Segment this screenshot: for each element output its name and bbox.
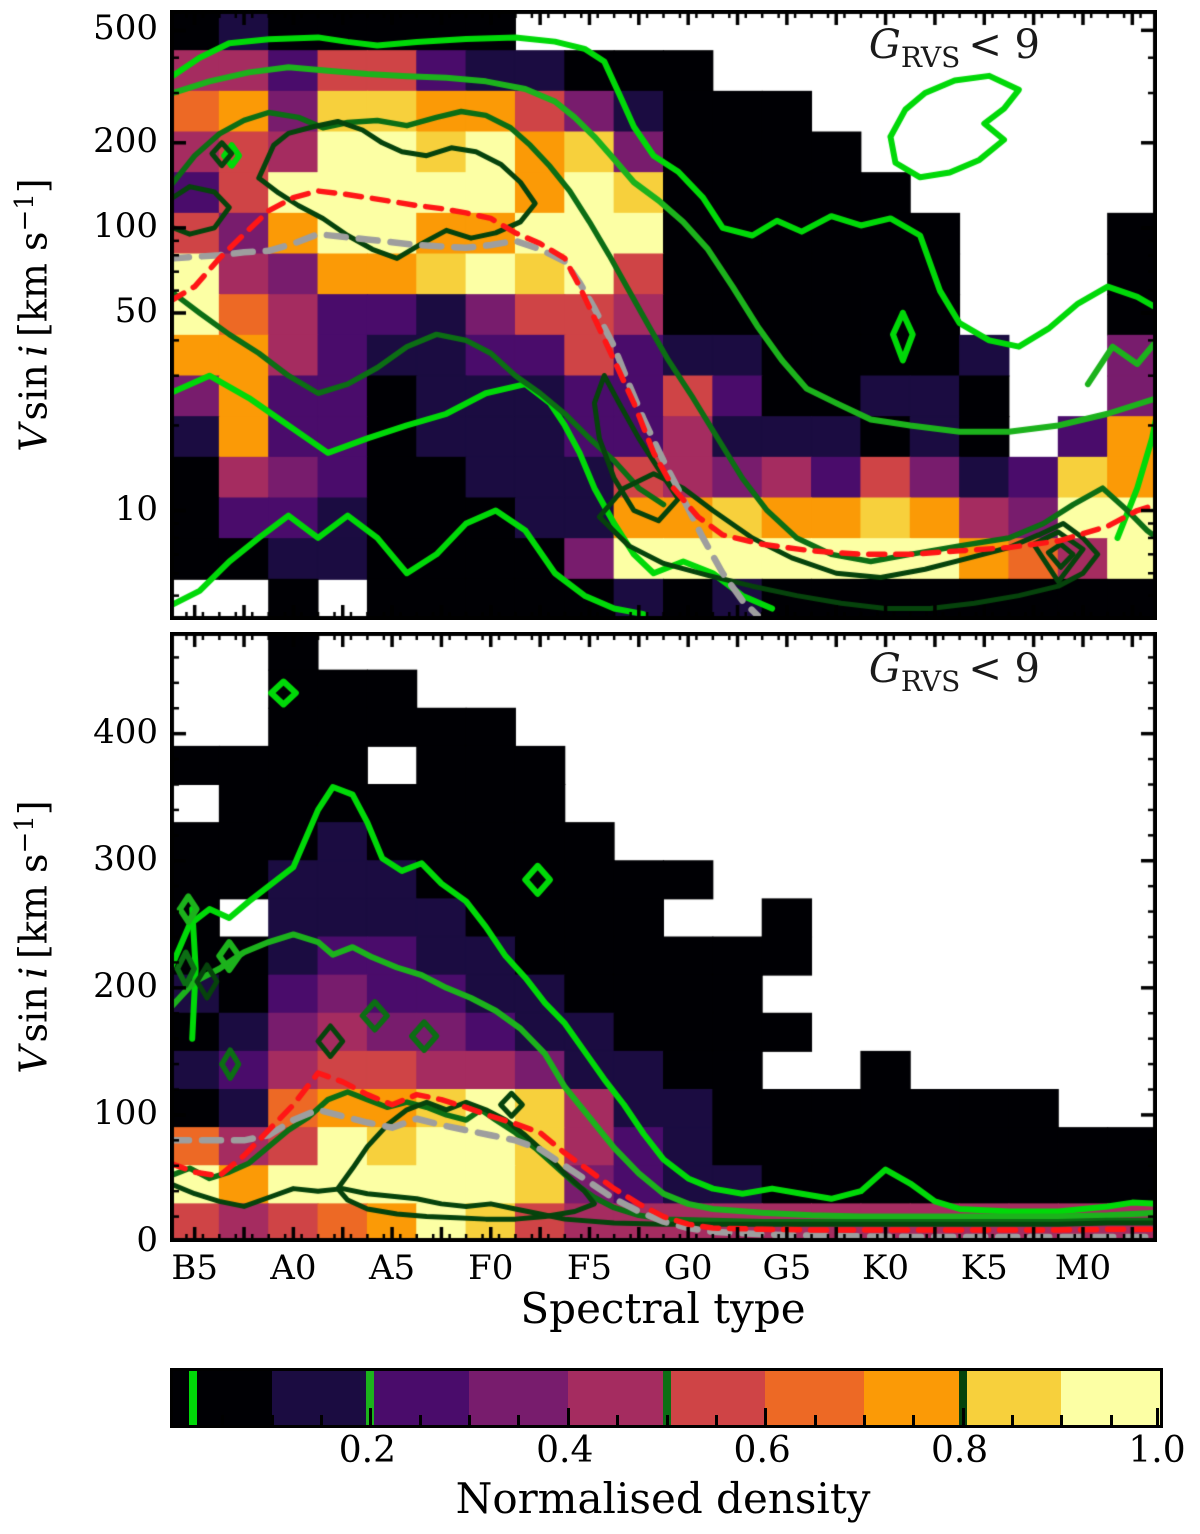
x-tick-label-A5: A5 [368,1248,416,1288]
colorbar-minor-tick [616,1415,620,1425]
y-tick-label-500: 500 [93,8,158,49]
annotation-lt9: < 9 [968,22,1040,68]
colorbar-tick-label-1.0: 1.0 [1128,1430,1186,1471]
colorbar-minor-tick [1060,1415,1064,1425]
top-panel-annotation: GRVS < 9 [869,22,1040,74]
colorbar-minor-tick [418,1415,422,1425]
bottom-panel [170,632,1157,1242]
x-axis-title: Spectral type [520,1284,806,1333]
top-panel-heatmap [170,10,1157,620]
colorbar [170,1368,1163,1428]
colorbar-minor-tick [320,1415,324,1425]
y-tick-label-50: 50 [114,290,158,331]
x-tick-label-M0: M0 [1054,1248,1112,1288]
annotation-g: G [868,22,901,68]
colorbar-tick-label-0.8: 0.8 [930,1430,989,1471]
colorbar-minor-tick [912,1415,916,1425]
colorbar-tick-label-0.4: 0.4 [536,1430,594,1471]
x-tick-label-G5: G5 [762,1248,812,1288]
colorbar-contour-level-marker [958,1371,967,1425]
annotation-rvs: RVS [900,665,961,698]
colorbar-major-tick [369,1408,373,1425]
colorbar-minor-tick [1010,1415,1014,1425]
y-tick-label-10: 10 [114,488,158,529]
x-tick-label-A0: A0 [270,1248,317,1288]
bottom-panel-annotation: GRVS < 9 [869,646,1040,698]
colorbar-minor-tick [665,1415,669,1425]
colorbar-major-tick [961,1408,965,1425]
colorbar-major-tick [1156,1408,1159,1425]
colorbar-major-tick [566,1408,570,1425]
y-tick-label-400: 400 [93,711,158,752]
colorbar-major-tick [764,1408,768,1425]
annotation-lt9: < 9 [968,646,1040,692]
x-tick-label-B5: B5 [171,1248,218,1288]
colorbar-tick-label-0.2: 0.2 [338,1430,397,1471]
colorbar-minor-tick [270,1415,274,1425]
colorbar-contour-level-marker [366,1371,375,1425]
colorbar-title: Normalised density [455,1474,871,1523]
colorbar-minor-tick [813,1415,817,1425]
x-tick-label-F5: F5 [566,1248,613,1288]
colorbar-minor-tick [862,1415,866,1425]
colorbar-minor-tick [221,1415,225,1425]
colorbar-contour-level-marker [188,1371,197,1425]
y-tick-label-300: 300 [93,838,158,879]
annotation-rvs: RVS [900,41,961,74]
colorbar-contour-level-marker [662,1371,671,1425]
top-panel [170,10,1157,620]
x-tick-label-K0: K0 [862,1248,910,1288]
x-tick-label-G0: G0 [663,1248,713,1288]
colorbar-minor-tick [517,1415,521,1425]
colorbar-tick-label-0.6: 0.6 [733,1430,791,1471]
y-tick-label-100: 100 [93,205,158,246]
x-tick-label-F0: F0 [468,1248,514,1288]
annotation-g: G [868,646,901,692]
y-tick-label-200: 200 [93,965,158,1006]
colorbar-minor-tick [468,1415,472,1425]
y-tick-label-200: 200 [93,120,158,161]
x-tick-label-K5: K5 [960,1248,1008,1288]
colorbar-minor-tick [1109,1415,1113,1425]
bottom-panel-heatmap [170,632,1157,1242]
colorbar-minor-tick [714,1415,718,1425]
y-tick-label-100: 100 [93,1092,158,1133]
y-tick-label-0: 0 [136,1220,158,1260]
